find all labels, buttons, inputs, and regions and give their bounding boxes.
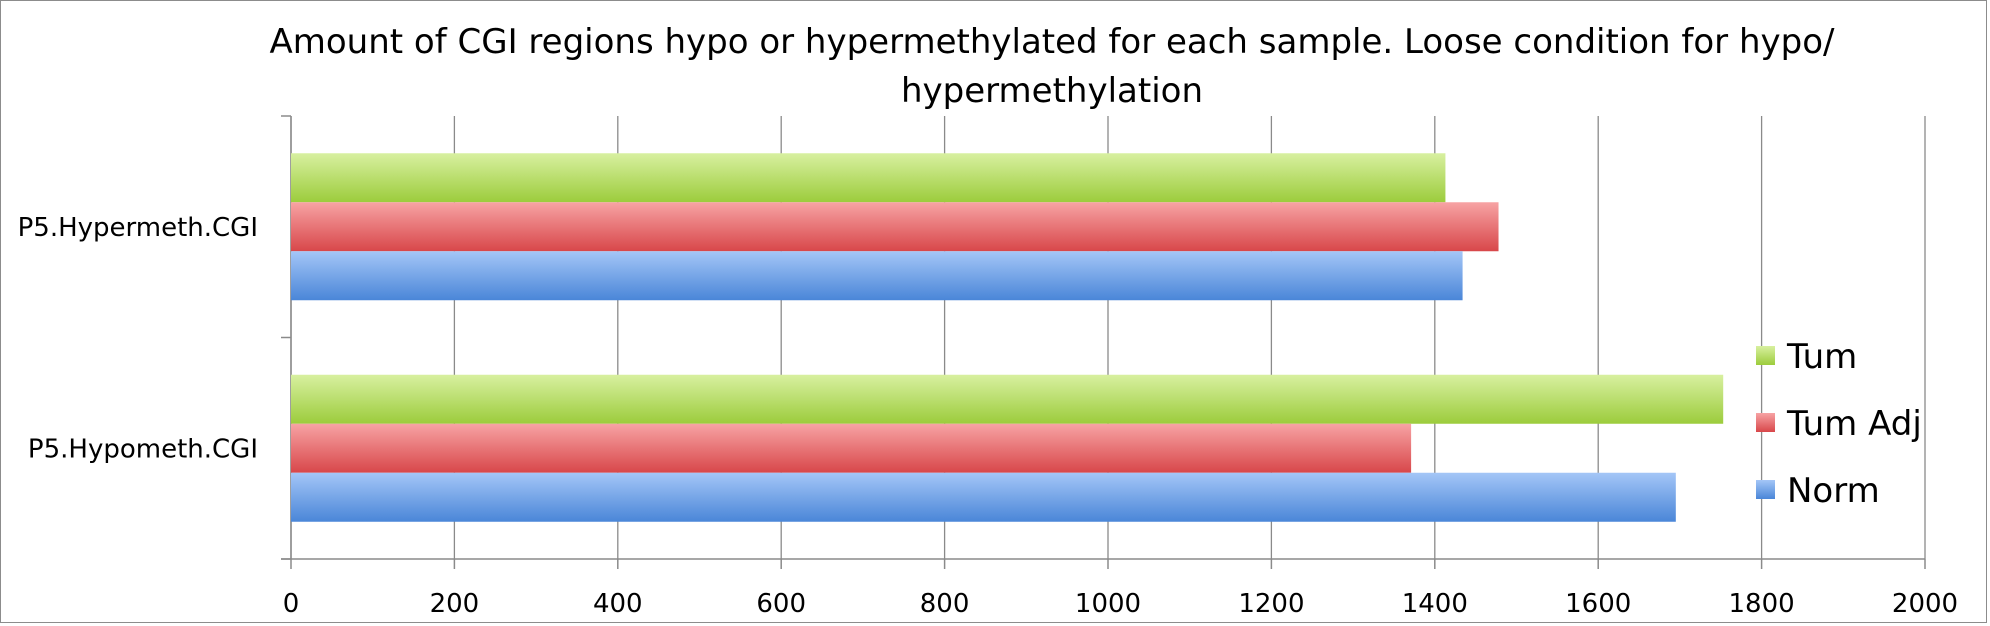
bar-tum-2 [291, 374, 1724, 424]
x-tick-label: 1800 [1729, 589, 1795, 619]
legend: Tum Tum Adj Norm [1756, 337, 1922, 511]
bar-norm-2 [291, 472, 1676, 522]
x-tick-label: 400 [593, 589, 643, 619]
bar-tum-adj-1 [291, 202, 1499, 252]
x-tick-label: 1400 [1402, 589, 1468, 619]
x-tick-label: 600 [756, 589, 806, 619]
category-labels: P5.Hypermeth.CGI P5.Hypometh.CGI [18, 213, 258, 465]
x-tick-label: 0 [283, 589, 300, 619]
legend-swatch [1756, 480, 1775, 499]
chart-title-line-2: hypermethylation [901, 71, 1203, 111]
bar-tum-1 [291, 153, 1446, 203]
x-tick-label: 2000 [1892, 589, 1958, 619]
x-tick-label: 1600 [1565, 589, 1631, 619]
category-label: P5.Hypometh.CGI [28, 434, 258, 464]
bar-norm-1 [291, 251, 1463, 301]
legend-swatch [1756, 413, 1775, 432]
x-tick-label: 1200 [1238, 589, 1304, 619]
bars [291, 153, 1724, 522]
x-tick-label: 800 [920, 589, 970, 619]
bar-tum-adj-2 [291, 423, 1412, 473]
chart-title-line-1: Amount of CGI regions hypo or hypermethy… [270, 22, 1836, 62]
legend-label: Tum [1786, 337, 1857, 377]
legend-label: Norm [1787, 471, 1880, 511]
legend-swatch [1756, 346, 1775, 365]
legend-label: Tum Adj [1786, 404, 1922, 444]
x-tick-labels: 0 200 400 600 800 1000 1200 1400 1600 1800 2000 [283, 589, 1958, 619]
x-tick-label: 1000 [1075, 589, 1141, 619]
x-tick-label: 200 [430, 589, 480, 619]
category-label: P5.Hypermeth.CGI [18, 213, 258, 243]
